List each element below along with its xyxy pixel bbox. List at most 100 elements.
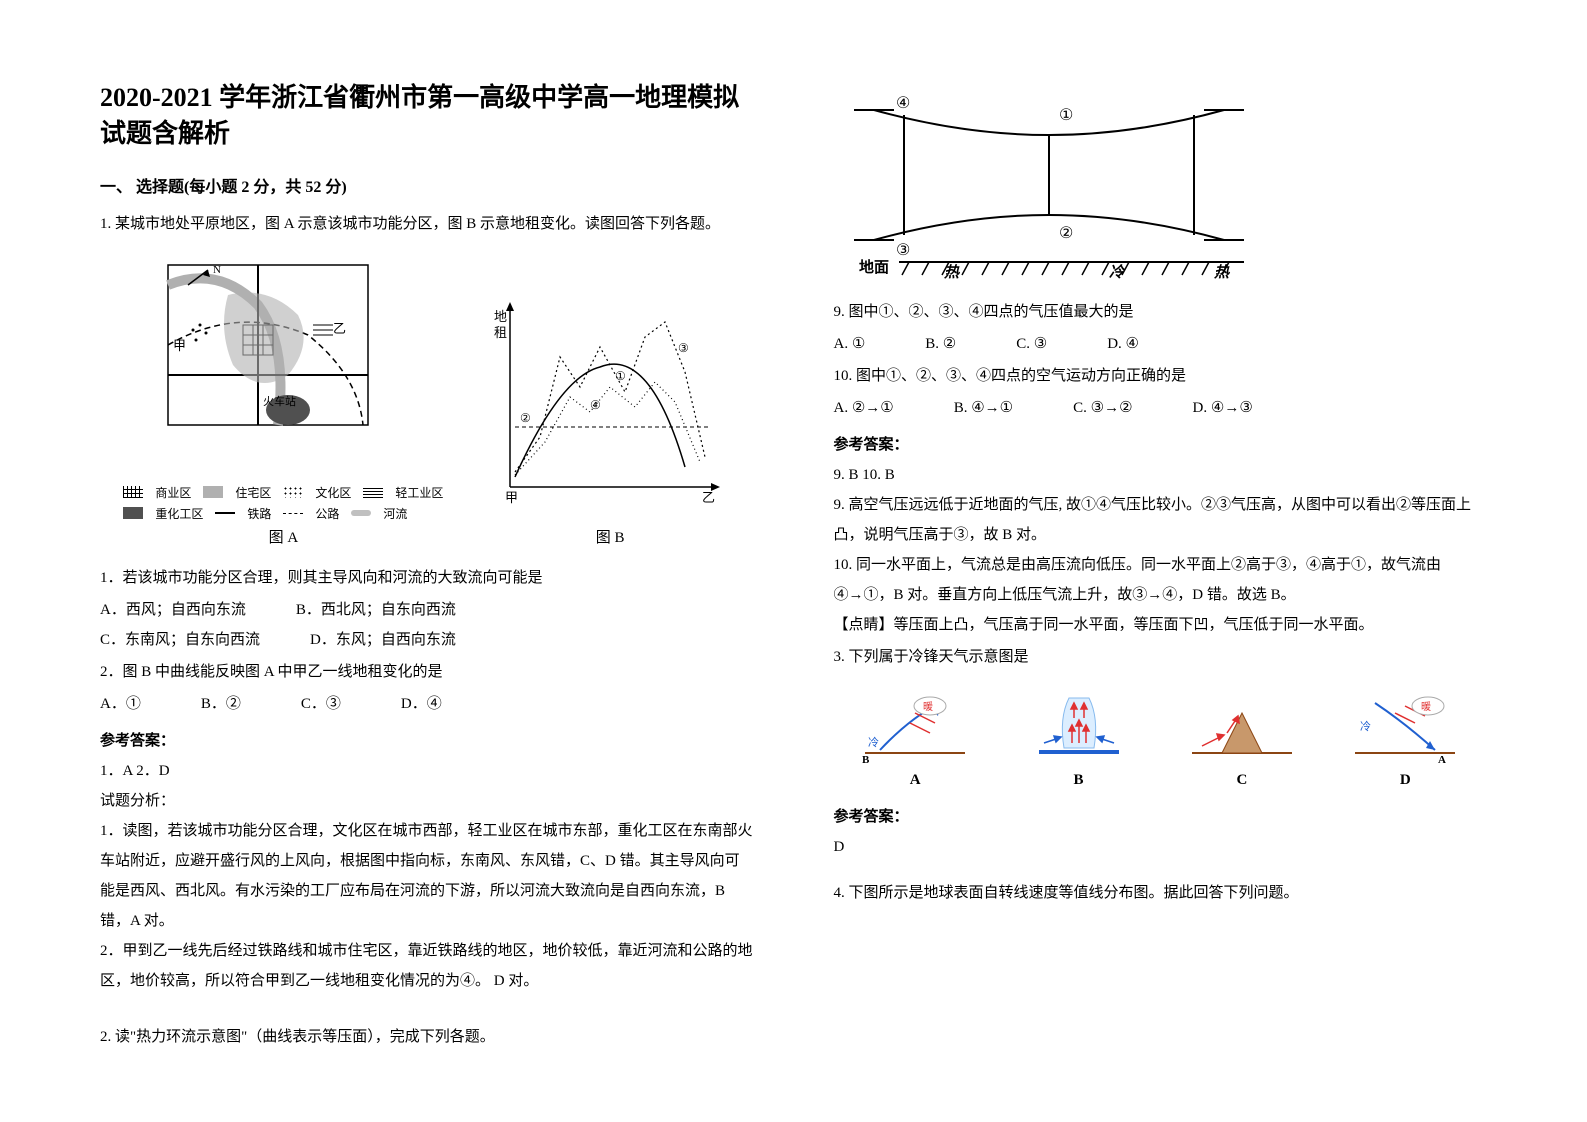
svg-text:暖: 暖 [1421,700,1431,713]
q1s1-d: D．东风；自西向东流 [310,625,456,655]
svg-text:乙: 乙 [702,490,715,505]
q2-sub10: 10. 图中①、②、③、④四点的空气运动方向正确的是 [834,361,1488,391]
legend-rail-swatch [215,512,235,514]
svg-text:地: 地 [494,309,507,324]
svg-text:冷: 冷 [1360,720,1371,733]
q2-sub10-opts: A. ②→① B. ④→① C. ③→② D. ④→③ [834,393,1488,423]
legend-culture-swatch [283,486,303,498]
q2-analysis-9: 9. 高空气压远远低于近地面的气压, 故①④气压比较小。②③气压高，从图中可以看… [834,490,1488,550]
svg-text:①: ① [1059,107,1073,124]
weather-c: C [1187,688,1297,789]
svg-text:②: ② [1059,225,1073,242]
q1-sub2-opts: A．① B．② C．③ D．④ [100,689,754,719]
svg-text:甲: 甲 [505,490,518,505]
q2s10-d: D. ④→③ [1193,393,1253,423]
q2-sub9-opts: A. ① B. ② C. ③ D. ④ [834,329,1488,359]
svg-text:热: 热 [1213,264,1231,280]
q1-analysis-2: 2．甲到乙一线先后经过铁路线和城市住宅区，靠近铁路线的地区，地价较低，靠近河流和… [100,936,754,996]
q1-sub1: 1．若该城市功能分区合理，则其主导风向和河流的大致流向可能是 [100,563,754,593]
q1s2-c: C．③ [301,689,341,719]
legend-light: 轻工业区 [395,484,443,501]
q2s10-c: C. ③→② [1073,393,1132,423]
weather-a-label: A [860,772,970,789]
q1-sub2: 2．图 B 中曲线能反映图 A 中甲乙一线地租变化的是 [100,657,754,687]
legend-river: 河流 [383,505,407,522]
weather-d: 冷 A 暖 D [1350,688,1460,789]
q1s2-a: A．① [100,689,141,719]
marker-station: 火车站 [263,394,296,408]
svg-text:租: 租 [494,325,507,340]
legend-heavy: 重化工区 [155,505,203,522]
svg-text:④: ④ [896,95,910,112]
q2-answer: 9. B 10. B [834,460,1488,490]
q1-analysis-label: 试题分析： [100,786,754,816]
legend-row-2: 重化工区 铁路 公路 河流 [123,505,443,522]
q1s1-b: B．西北风；自东向西流 [296,595,456,625]
q3-intro: 3. 下列属于冷锋天气示意图是 [834,642,1488,672]
q2-tip: 【点睛】等压面上凸，气压高于同一水平面，等压面下凹，气压低于同一水平面。 [834,610,1488,640]
q4-intro: 4. 下图所示是地球表面自转线速度等值线分布图。据此回答下列问题。 [834,878,1488,908]
q1-sub1-opts-cd: C．东南风；自东向西流 D．东风；自西向东流 [100,625,754,655]
svg-text:B: B [862,754,870,763]
q3-answer: D [834,832,1488,862]
q2s9-d: D. ④ [1107,329,1139,359]
svg-text:冷: 冷 [1109,264,1126,280]
q1-answer: 1．A 2．D [100,756,754,786]
legend-business-swatch [123,486,143,498]
legend-heavy-swatch [123,507,143,519]
legend-railway: 铁路 [247,505,271,522]
figure-row-1: N 甲 乙 火车站 商业区 住宅区 文化区 轻工业区 重化工区 铁路 [100,255,754,547]
figure-b: 地 租 甲 乙 ① ② ③ ④ 图 B [490,297,730,547]
weather-a: 冷 B 暖 A [860,688,970,789]
q2s9-b: B. ② [925,329,956,359]
q2-sub9: 9. 图中①、②、③、④四点的气压值最大的是 [834,297,1488,327]
q3-weather-row: 冷 B 暖 A [834,688,1488,789]
marker-yi: 乙 [333,321,346,336]
legend-res-swatch [203,486,223,498]
legend-row-1: 商业区 住宅区 文化区 轻工业区 [123,484,443,501]
svg-text:③: ③ [896,242,910,259]
svg-text:地面: 地面 [859,258,889,276]
svg-text:①: ① [615,369,626,383]
q2-intro: 2. 读"热力环流示意图"（曲线表示等压面），完成下列各题。 [100,1022,754,1052]
weather-c-label: C [1187,772,1297,789]
legend-culture: 文化区 [315,484,351,501]
figure-a: N 甲 乙 火车站 商业区 住宅区 文化区 轻工业区 重化工区 铁路 [123,255,443,547]
legend-light-swatch [363,486,383,498]
weather-b: B [1024,688,1134,789]
q1-analysis-1: 1．读图，若该城市功能分区合理，文化区在城市西部，轻工业区在城市东部，重化工区在… [100,816,754,936]
q2s10-a: A. ②→① [834,393,894,423]
svg-text:A: A [1438,754,1446,763]
section-header: 一、 选择题(每小题 2 分，共 52 分) [100,173,754,197]
fig-b-label: 图 B [490,526,730,547]
q3-answer-label: 参考答案： [834,805,1488,826]
q1-sub1-opts-ab: A．西风；自西向东流 B．西北风；自东向西流 [100,595,754,625]
q1s2-b: B．② [201,689,241,719]
legend-river-swatch [351,510,371,516]
svg-text:N: N [213,264,221,276]
legend-road-swatch [283,513,303,514]
main-title: 2020-2021 学年浙江省衢州市第一高级中学高一地理模拟试题含解析 [100,80,754,153]
q2s9-c: C. ③ [1016,329,1047,359]
q1-answer-label: 参考答案： [100,729,754,750]
svg-text:暖: 暖 [923,700,933,713]
svg-text:④: ④ [590,398,601,412]
q1s2-d: D．④ [401,689,442,719]
legend-residential: 住宅区 [235,484,271,501]
svg-text:②: ② [520,411,531,425]
weather-b-label: B [1024,772,1134,789]
q2-answer-label: 参考答案： [834,433,1488,454]
marker-jia: 甲 [173,338,186,353]
svg-text:③: ③ [678,341,689,355]
q1s1-c: C．东南风；自东向西流 [100,625,260,655]
q2-diagram: ④ ① ③ ② 地面 热 冷 热 [834,80,1488,285]
fig-a-label: 图 A [123,526,443,547]
q2s9-a: A. ① [834,329,866,359]
legend-road: 公路 [315,505,339,522]
q1s1-a: A．西风；自西向东流 [100,595,246,625]
q2-analysis-10: 10. 同一水平面上，气流总是由高压流向低压。同一水平面上②高于③，④高于①，故… [834,550,1488,610]
svg-text:冷: 冷 [868,736,879,749]
q2s10-b: B. ④→① [954,393,1013,423]
legend-business: 商业区 [155,484,191,501]
svg-text:热: 热 [943,264,961,280]
